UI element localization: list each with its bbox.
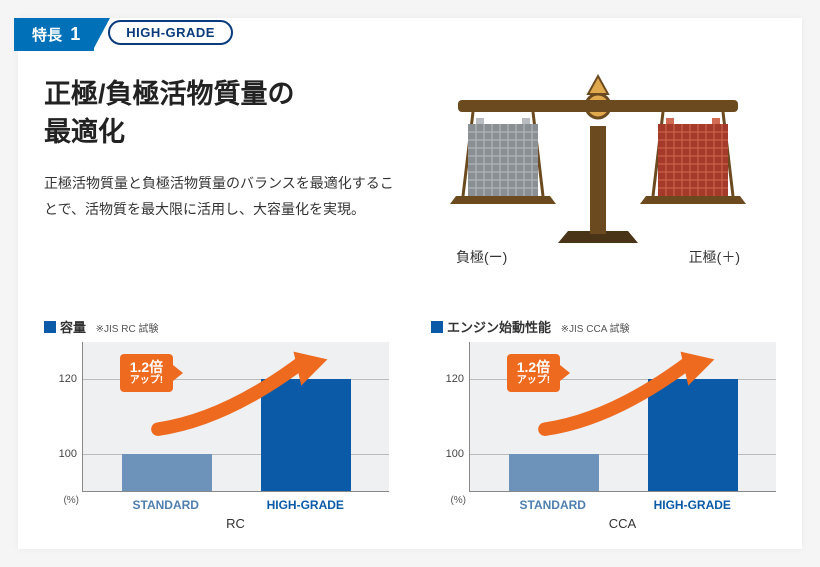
positive-label: 正極(＋) [689,247,740,267]
charts-row: 容量 ※JIS RC 試験 (%) 1001201.2倍アップ! STANDAR… [44,317,776,531]
chart-sublabel: CCA [469,516,776,531]
negative-label: 負極(ー) [456,247,507,267]
section-title: 正極/負極活物質量の 最適化 [44,76,404,152]
header-badges: 特長 1 HIGH-GRADE [14,18,233,51]
chart-sublabel: RC [82,516,389,531]
section-description: 正極活物質量と負極活物質量のバランスを最適化することで、活物質を最大限に活用し、… [44,170,404,223]
badge-sub: アップ! [130,375,163,386]
positive-electrode-icon [658,118,728,196]
chart-plot: (%) 1001201.2倍アップ! [82,342,389,492]
legend-square-icon [44,321,56,333]
increase-badge: 1.2倍アップ! [120,354,173,392]
badge-main: 1.2倍 [130,359,163,375]
negative-electrode-icon [468,118,538,196]
chart-title-note: ※JIS CCA 試験 [561,324,630,335]
x-category-label: HIGH-GRADE [647,498,737,512]
feature-number: 1 [70,24,80,44]
x-category-label: HIGH-GRADE [260,498,350,512]
bar [122,454,212,491]
chart-title-text: 容量 [60,320,86,335]
badge-main: 1.2倍 [517,359,550,375]
chart-capacity: 容量 ※JIS RC 試験 (%) 1001201.2倍アップ! STANDAR… [44,317,389,531]
chart-title-text: エンジン始動性能 [447,320,551,335]
increase-badge: 1.2倍アップ! [507,354,560,392]
chart-title: 容量 ※JIS RC 試験 [44,317,389,336]
chart-title-note: ※JIS RC 試験 [96,324,159,335]
y-tick-label: 100 [446,448,470,460]
feature-number-badge: 特長 1 [14,18,94,51]
y-tick-label: 120 [446,373,470,385]
grade-pill: HIGH-GRADE [108,20,233,45]
x-labels: STANDARD HIGH-GRADE [82,498,389,512]
badge-sub: アップ! [517,375,550,386]
feature-card: 特長 1 HIGH-GRADE 正極/負極活物質量の 最適化 正極活物質量と負極… [18,18,802,549]
chart-title: エンジン始動性能 ※JIS CCA 試験 [431,317,776,336]
scale-svg [418,46,778,246]
balance-scale-illustration: 負極(ー) 正極(＋) [418,46,778,276]
feature-label: 特長 [32,27,62,44]
y-tick-label: 120 [59,373,83,385]
scale-labels: 負極(ー) 正極(＋) [418,247,778,267]
title-line-1: 正極/負極活物質量の [44,79,295,109]
x-labels: STANDARD HIGH-GRADE [469,498,776,512]
title-line-2: 最適化 [44,117,125,147]
y-tick-label: 100 [59,448,83,460]
text-block: 正極/負極活物質量の 最適化 正極活物質量と負極活物質量のバランスを最適化するこ… [44,76,404,223]
x-category-label: STANDARD [508,498,598,512]
bar [509,454,599,491]
chart-plot: (%) 1001201.2倍アップ! [469,342,776,492]
chart-cca: エンジン始動性能 ※JIS CCA 試験 (%) 1001201.2倍アップ! … [431,317,776,531]
y-unit: (%) [450,495,470,506]
x-category-label: STANDARD [121,498,211,512]
legend-square-icon [431,321,443,333]
y-unit: (%) [63,495,83,506]
